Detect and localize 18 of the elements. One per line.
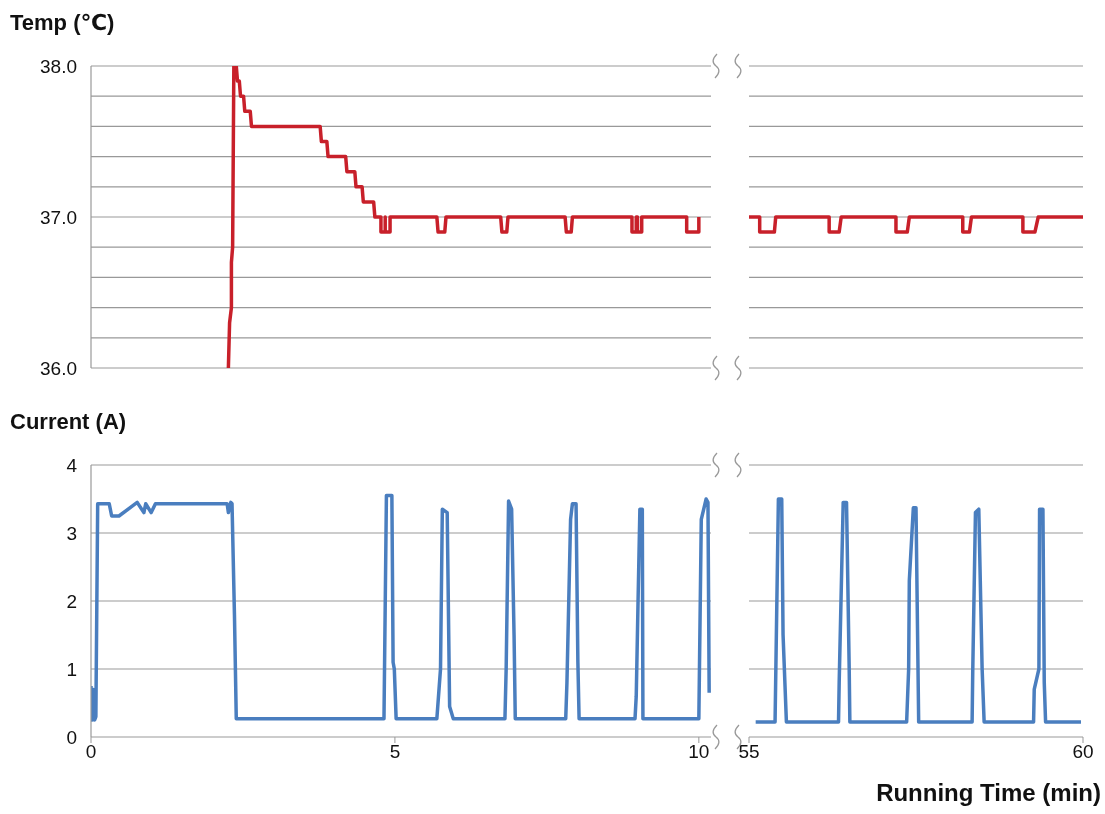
x-axis-title: Running Time (min)	[876, 779, 1101, 807]
x-tick-label: 60	[1072, 741, 1094, 763]
y-tick-label: 38.0	[40, 55, 77, 77]
y-tick-label: 37.0	[40, 206, 77, 228]
y-tick-label: 36.0	[40, 357, 77, 379]
y-axis-title: Current (A)	[10, 409, 127, 435]
y-tick-label: 1	[66, 658, 77, 680]
y-tick-label: 4	[66, 454, 78, 476]
line-series	[226, 66, 701, 368]
x-tick-label: 0	[85, 741, 97, 763]
x-tick-label: 10	[688, 741, 710, 763]
y-axis-title: Temp (℃)	[10, 10, 115, 36]
y-tick-label: 2	[66, 590, 77, 612]
x-tick-label: 55	[738, 741, 760, 763]
line-series	[91, 493, 711, 722]
x-tick-label: 5	[389, 741, 401, 763]
y-tick-label: 0	[66, 726, 77, 748]
y-tick-label: 3	[66, 522, 77, 544]
